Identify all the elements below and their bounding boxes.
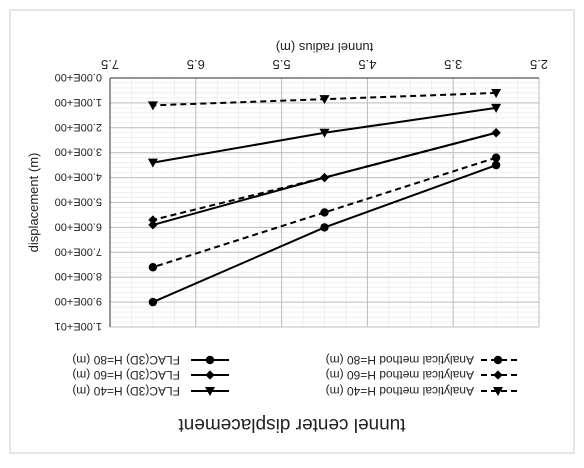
- data-point: [148, 220, 158, 230]
- legend-label: Analytical method H=60 (m): [326, 368, 474, 382]
- data-point: [491, 153, 501, 162]
- y-tick-label: 9.00E+00: [55, 295, 102, 307]
- y-tick-label: 8.00E+00: [55, 270, 102, 282]
- chart-title: tunnel center displacement: [178, 414, 406, 435]
- legend-entry: FLAC(3D) H=60 (m): [72, 368, 229, 382]
- series-6: [147, 88, 502, 111]
- legend-marker: [493, 370, 503, 380]
- x-tick-label: 3.5: [444, 57, 462, 72]
- legend-label: Analytical method H=80 (m): [326, 353, 474, 367]
- y-tick-label: 3.00E+00: [55, 146, 102, 158]
- data-point: [148, 263, 158, 272]
- data-point: [148, 215, 158, 225]
- legend-marker: [205, 370, 215, 380]
- data-point: [319, 128, 330, 138]
- data-point: [491, 160, 501, 170]
- y-axis-title: displacement (m): [26, 153, 41, 253]
- legend-marker: [205, 387, 215, 396]
- y-tick-label: 6.00E+00: [55, 220, 102, 232]
- x-tick-label: 4.5: [358, 57, 376, 72]
- series-5: [148, 128, 501, 225]
- data-point: [147, 158, 158, 168]
- x-axis-title: tunnel radius (m): [276, 40, 374, 55]
- data-point: [320, 223, 329, 232]
- data-point: [491, 128, 501, 138]
- data-point: [319, 173, 330, 183]
- x-tick-label: 7.5: [101, 57, 119, 72]
- data-point: [319, 95, 330, 105]
- series-line: [152, 131, 497, 221]
- legend-marker: [493, 355, 503, 365]
- legend-marker: [493, 387, 503, 396]
- x-tick-label: 5.5: [273, 57, 291, 72]
- y-tick-label: 0.00E+00: [55, 71, 102, 83]
- series-3: [147, 103, 502, 168]
- legend-label: FLAC(3D) H=60 (m): [72, 368, 180, 382]
- legend-label: FLAC(3D) H=80 (m): [72, 353, 180, 367]
- data-point: [491, 103, 502, 113]
- legend-label: FLAC(3D) H=40 (m): [72, 384, 180, 398]
- legend-label: Analytical method H=40 (m): [326, 384, 474, 398]
- series-4: [148, 153, 501, 272]
- x-tick-label: 2.5: [530, 57, 548, 72]
- y-tick-label: 1.00E+00: [55, 96, 102, 108]
- series-1: [148, 160, 501, 307]
- data-point: [147, 101, 158, 111]
- data-point: [491, 88, 502, 98]
- legend-entry: Analytical method H=60 (m): [326, 368, 517, 382]
- y-tick-label: 1.00E+01: [55, 320, 102, 332]
- legend-entry: Analytical method H=80 (m): [326, 353, 517, 367]
- legend-entry: FLAC(3D) H=40 (m): [72, 384, 229, 398]
- legend-entry: FLAC(3D) H=80 (m): [72, 353, 229, 367]
- legend-entry: Analytical method H=40 (m): [326, 384, 517, 398]
- data-point: [320, 208, 329, 217]
- y-tick-label: 2.00E+00: [55, 121, 102, 133]
- y-tick-label: 7.00E+00: [55, 245, 102, 257]
- x-tick-label: 6.5: [187, 57, 205, 72]
- y-tick-label: 4.00E+00: [55, 171, 102, 183]
- data-point: [148, 297, 158, 307]
- y-tick-label: 5.00E+00: [55, 196, 102, 208]
- legend-marker: [205, 355, 215, 365]
